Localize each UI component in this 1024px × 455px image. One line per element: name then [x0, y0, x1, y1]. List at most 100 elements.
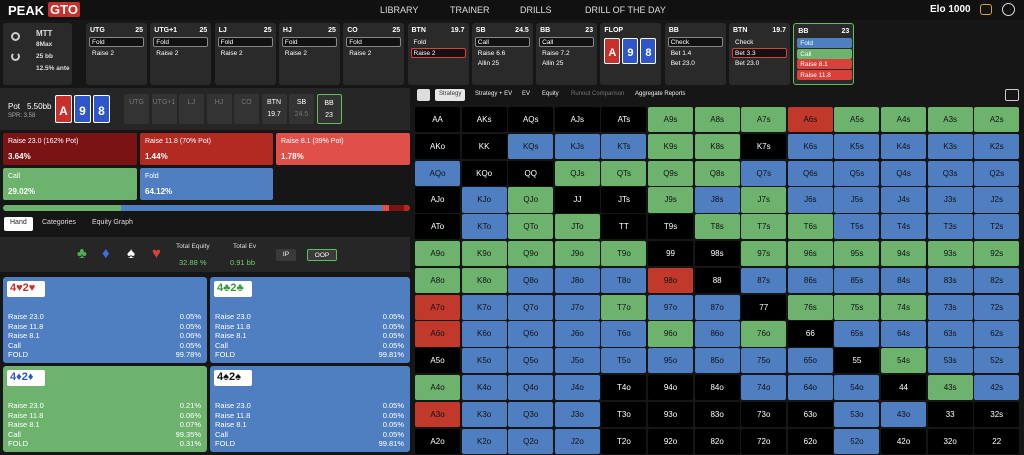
hand-cell[interactable]: 82s [974, 267, 1020, 294]
action-option[interactable]: Bet 3.3 [732, 47, 787, 58]
hand-cell[interactable]: J3o [554, 401, 600, 428]
action-card[interactable]: BB 23 Call Raise 7.2 Allin 25 [536, 23, 598, 85]
action-option[interactable]: Raise 6.6 [475, 48, 530, 58]
nav-item[interactable]: DRILL OF THE DAY [585, 5, 666, 15]
action-card[interactable]: BTN 19.7 Check Bet 3.3 Bet 23.0 [729, 23, 790, 85]
hand-cell[interactable]: 99 [648, 241, 694, 267]
hand-cell[interactable]: 62s [974, 321, 1020, 347]
hand-cell[interactable]: QQ [508, 160, 554, 186]
hand-cell[interactable]: 98s [694, 241, 740, 267]
hand-cell[interactable]: A7s [741, 107, 787, 133]
hand-cell[interactable]: 54o [834, 375, 880, 401]
action-card[interactable]: CO 25 Fold Raise 2 [343, 23, 405, 85]
hand-cell[interactable]: Q2o [508, 428, 554, 454]
hand-cell[interactable]: KQo [461, 160, 507, 186]
hand-cell[interactable]: J8o [554, 267, 600, 294]
hand-cell[interactable]: AJs [554, 107, 600, 133]
hand-cell[interactable]: Q5o [508, 348, 554, 374]
strategy-box[interactable]: Fold 64.12% [140, 168, 273, 200]
hand-cell[interactable]: A4s [881, 107, 927, 133]
hand-cell[interactable]: J7o [554, 294, 600, 320]
hand-cell[interactable]: Q7s [741, 160, 787, 186]
hand-cell[interactable]: KTo [461, 214, 507, 240]
action-option[interactable]: Fold [89, 37, 144, 47]
hand-cell[interactable]: AKo [415, 133, 461, 160]
strategy-box[interactable]: Raise 23.0 (162% Pot) 3.64% [3, 133, 137, 165]
action-option[interactable]: Bet 1.4 [668, 48, 723, 58]
grid-tab[interactable]: Equity [538, 89, 563, 101]
hand-cell[interactable]: K8s [694, 133, 740, 160]
strategy-box[interactable]: Raise 11.8 (70% Pot) 1.44% [140, 133, 273, 165]
hand-cell[interactable]: J4s [881, 187, 927, 213]
action-option[interactable]: Raise 2 [89, 48, 144, 58]
action-option[interactable]: Fold [281, 37, 337, 47]
action-option[interactable]: Raise 2 [410, 47, 466, 58]
hand-cell[interactable]: 97s [741, 241, 787, 267]
hand-cell[interactable]: T4o [601, 375, 647, 401]
hand-cell[interactable]: AQs [508, 107, 554, 133]
hand-cell[interactable]: K8o [461, 267, 507, 294]
hand-cell[interactable]: A2o [415, 428, 461, 454]
hand-cell[interactable]: A5o [415, 348, 461, 374]
position-toggle[interactable]: IP [276, 249, 296, 261]
hand-cell[interactable]: 87o [694, 294, 740, 320]
hand-cell[interactable]: 98o [648, 267, 694, 294]
hand-cell[interactable]: KK [461, 133, 507, 160]
hand-cell[interactable]: Q3o [508, 401, 554, 428]
action-option[interactable]: Call [474, 37, 530, 47]
seat[interactable]: BB 23 [316, 94, 342, 124]
action-option[interactable]: Fold [797, 38, 853, 48]
hand-cell[interactable]: T3o [601, 401, 647, 428]
hand-cell[interactable]: T8s [694, 214, 740, 240]
hand-cell[interactable]: T7o [601, 294, 647, 320]
hand-cell[interactable]: Q5s [834, 160, 880, 186]
hand-cell[interactable]: JJ [554, 187, 600, 213]
suit-filter[interactable]: ♦ [102, 245, 110, 262]
hand-cell[interactable]: Q4o [508, 375, 554, 401]
hand-cell[interactable]: J6o [554, 321, 600, 347]
action-option[interactable]: Raise 8.1 [797, 59, 853, 69]
hand-cell[interactable]: A7o [415, 294, 461, 320]
hand-cell[interactable]: T2o [601, 428, 647, 454]
hand-cell[interactable]: 72s [974, 294, 1020, 320]
action-option[interactable]: Raise 11.8 [797, 69, 853, 80]
action-option[interactable]: Allin 25 [539, 58, 594, 68]
hand-cell[interactable]: Q9o [508, 241, 554, 267]
action-option[interactable]: Raise 2 [218, 48, 273, 58]
hand-cell[interactable]: K3o [461, 401, 507, 428]
hand-cell[interactable]: K2o [461, 428, 507, 454]
seat[interactable]: UTG+1 [151, 94, 177, 124]
hand-cell[interactable]: 96o [648, 321, 694, 347]
hand-cell[interactable]: 32o [927, 428, 973, 454]
hand-cell[interactable]: J9s [648, 187, 694, 213]
action-card[interactable]: BB 23 Fold Call Raise 8.1 Raise 11.8 [793, 23, 855, 85]
seat[interactable]: CO [234, 94, 259, 124]
hand-cell[interactable]: K4s [881, 133, 927, 160]
hand-cell[interactable]: TT [601, 214, 647, 240]
seat[interactable]: LJ [179, 94, 204, 124]
action-option[interactable]: Fold [217, 37, 273, 47]
hand-cell[interactable]: Q6s [787, 160, 833, 186]
nav-item[interactable]: DRILLS [520, 5, 552, 15]
action-card[interactable]: BB Check Bet 1.4 Bet 23.0 [664, 23, 726, 85]
hand-cell[interactable]: 77 [741, 294, 787, 320]
hand-cell[interactable]: 76o [741, 321, 787, 347]
hand-cell[interactable]: 96s [787, 241, 833, 267]
hand-cell[interactable]: 97o [648, 294, 694, 320]
action-option[interactable]: Fold [153, 37, 209, 47]
hand-cell[interactable]: 87s [741, 267, 787, 294]
hand-cell[interactable]: K5s [834, 133, 880, 160]
hand-cell[interactable]: 88 [694, 267, 740, 294]
hand-cell[interactable]: 73s [927, 294, 973, 320]
hand-box[interactable]: 4♥2♥ Raise 23.0 0.05% Raise 11.8 0.05% Raise … [3, 277, 207, 363]
hand-cell[interactable]: 93s [927, 241, 973, 267]
hand-cell[interactable]: K9o [461, 241, 507, 267]
seat[interactable]: BTN 19.7 [261, 94, 287, 124]
hand-cell[interactable]: K6s [787, 133, 833, 160]
refresh-icon[interactable] [11, 52, 20, 61]
hand-cell[interactable]: AKs [461, 107, 507, 133]
action-option[interactable]: Call [797, 48, 853, 59]
hand-cell[interactable]: 92s [974, 241, 1020, 267]
hand-cell[interactable]: KQs [508, 133, 554, 160]
hand-cell[interactable]: T6s [787, 214, 833, 240]
